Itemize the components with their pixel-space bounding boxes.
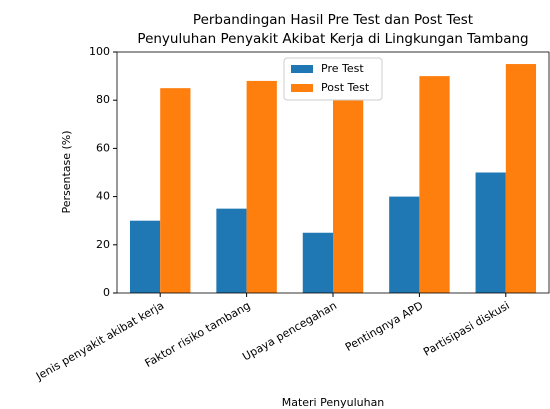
- bar: [160, 88, 191, 294]
- y-tick-label: 40: [96, 190, 110, 203]
- y-tick-label: 80: [96, 93, 110, 106]
- legend-swatch: [291, 65, 313, 73]
- y-tick-label: 0: [103, 286, 110, 299]
- x-tick-label: Jenis penyakit akibat kerja: [33, 299, 166, 383]
- bar: [129, 220, 161, 293]
- legend-label: Pre Test: [321, 62, 364, 75]
- legend-swatch: [291, 84, 313, 92]
- x-axis-label: Materi Penyuluhan: [282, 396, 385, 409]
- x-tick-label: Pentingnya APD: [343, 299, 425, 354]
- legend-label: Post Test: [321, 81, 370, 94]
- x-tick-label: Partisipasi diskusi: [421, 299, 512, 359]
- bar: [475, 172, 506, 293]
- y-tick-label: 20: [96, 238, 110, 251]
- bar: [246, 80, 277, 293]
- bar: [505, 64, 537, 293]
- bar: [216, 208, 247, 293]
- plot-frame: [116, 51, 550, 294]
- y-tick-label: 100: [89, 45, 110, 58]
- chart-title: Perbandingan Hasil Pre Test dan Post Tes…: [193, 12, 473, 28]
- bar: [419, 76, 450, 293]
- bar: [333, 100, 364, 293]
- bar: [389, 196, 420, 293]
- y-tick-label: 60: [96, 141, 110, 154]
- chart-title: Penyuluhan Penyakit Akibat Kerja di Ling…: [137, 31, 528, 47]
- bar: [302, 232, 333, 293]
- x-tick-label: Upaya pencegahan: [240, 299, 339, 364]
- y-axis-label: Persentase (%): [60, 130, 73, 213]
